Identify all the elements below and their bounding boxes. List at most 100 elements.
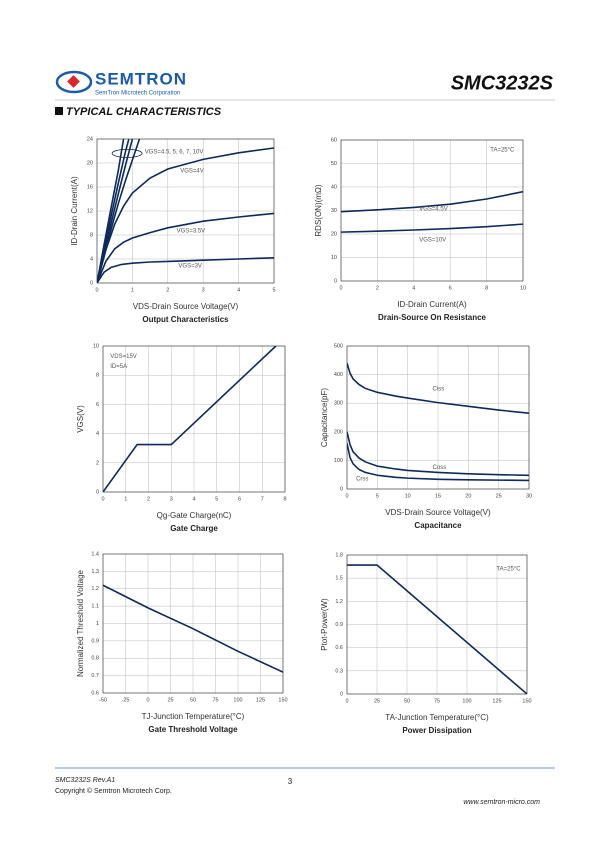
y-tick-label: 0 (340, 691, 343, 697)
footer-revision: SMC3232S Rev.A1 (55, 777, 115, 784)
x-tick-label: 10 (405, 493, 411, 499)
x-tick-label: 10 (520, 285, 526, 291)
plot-frame (346, 554, 528, 695)
x-tick-label: 0 (345, 698, 348, 704)
y-axis-label: ID-Drain Current(A) (70, 176, 79, 246)
x-tick-label: 5 (376, 493, 379, 499)
chart-title: Gate Charge (170, 524, 218, 533)
x-tick-label: 25 (496, 493, 502, 499)
y-tick-label: 60 (331, 137, 337, 143)
x-tick-label: 20 (465, 493, 471, 499)
y-tick-label: 0.7 (91, 673, 99, 679)
y-axis-label: Ptot-Power(W) (320, 598, 329, 651)
y-tick-label: 2 (96, 460, 99, 466)
y-tick-label: 4 (90, 256, 93, 262)
y-tick-label: 1.2 (335, 599, 343, 605)
data-line (347, 443, 529, 482)
y-tick-label: 8 (96, 373, 99, 379)
y-tick-label: 10 (93, 343, 99, 349)
x-tick-label: 6 (449, 285, 452, 291)
chart-title: Gate Threshold Voltage (148, 725, 238, 734)
data-line (341, 223, 523, 233)
y-tick-label: 1.8 (335, 552, 343, 558)
x-axis-label: TJ-Junction Temperature(°C) (142, 712, 245, 721)
x-tick-label: 0 (345, 493, 348, 499)
series-label: VGS=4.5V (419, 207, 448, 213)
x-axis-label: VDS-Drain Source Voltage(V) (133, 302, 239, 311)
x-tick-label: 7 (261, 496, 264, 502)
footer-url: www.semtron-micro.com (463, 799, 540, 806)
annotation: TA=25°C (490, 147, 515, 153)
data-line (97, 147, 274, 283)
y-tick-label: 1 (96, 621, 99, 627)
x-tick-label: 100 (462, 698, 471, 704)
y-tick-label: 20 (331, 231, 337, 237)
y-tick-label: 0 (334, 278, 337, 284)
x-tick-label: 30 (526, 493, 532, 499)
chart-title: Output Characteristics (142, 315, 229, 324)
y-tick-label: 0 (90, 280, 93, 286)
y-tick-label: 200 (334, 429, 343, 435)
y-tick-label: 1.2 (91, 586, 99, 592)
x-axis-label: Qg-Gate Charge(nC) (157, 511, 232, 520)
data-line (97, 257, 274, 283)
x-tick-label: 0 (101, 496, 104, 502)
x-tick-label: -25 (122, 697, 130, 703)
x-tick-label: 0 (95, 287, 98, 293)
x-axis-label: VDS-Drain Source Voltage(V) (385, 508, 491, 517)
series-label: VGS=4V (180, 168, 204, 174)
x-tick-label: 2 (376, 285, 379, 291)
y-tick-label: 1.3 (91, 569, 99, 575)
series-label: VGS=3V (178, 263, 202, 269)
x-tick-label: 2 (166, 287, 169, 293)
annotation: VDS=15V (110, 354, 137, 360)
series-label: Coss (433, 465, 447, 471)
x-tick-label: 1 (124, 496, 127, 502)
x-axis-label: ID-Drain Current(A) (397, 300, 467, 309)
y-tick-label: 30 (331, 208, 337, 214)
y-tick-label: 0.9 (91, 638, 99, 644)
y-tick-label: 0.6 (91, 690, 99, 696)
plot-frame (102, 345, 286, 493)
x-tick-label: 2 (147, 496, 150, 502)
y-tick-label: 40 (331, 184, 337, 190)
x-tick-label: 4 (192, 496, 195, 502)
plot-frame (102, 553, 284, 694)
series-label: VGS=4.5, 5, 6, 7, 10V (145, 150, 204, 156)
x-tick-label: 75 (212, 697, 218, 703)
y-axis-label: VGS(V) (76, 405, 85, 433)
data-line (341, 190, 523, 213)
y-tick-label: 0.8 (91, 656, 99, 662)
chart-title: Capacitance (414, 521, 462, 530)
y-tick-label: 0.9 (335, 622, 343, 628)
x-tick-label: 1 (131, 287, 134, 293)
y-tick-label: 12 (87, 208, 93, 214)
y-tick-label: 24 (87, 136, 93, 142)
logo-ring (55, 70, 93, 94)
company-subtitle: SemTron Microtech Corporation (95, 91, 180, 97)
y-tick-label: 0 (96, 489, 99, 495)
x-tick-label: 125 (492, 698, 501, 704)
x-tick-label: 15 (435, 493, 441, 499)
part-number: SMC3232S (451, 72, 554, 94)
x-tick-label: 150 (278, 697, 287, 703)
y-tick-label: 6 (96, 402, 99, 408)
plot-frame (346, 345, 530, 490)
chart-title: Drain-Source On Resistance (378, 313, 487, 322)
y-tick-label: 20 (87, 160, 93, 166)
x-tick-label: 100 (233, 697, 242, 703)
y-tick-label: 1.1 (91, 604, 99, 610)
x-tick-label: 25 (374, 698, 380, 704)
y-tick-label: 500 (334, 343, 343, 349)
y-tick-label: 0.3 (335, 668, 343, 674)
x-tick-label: -50 (99, 697, 107, 703)
x-tick-label: 0 (339, 285, 342, 291)
y-tick-label: 400 (334, 372, 343, 378)
y-tick-label: 4 (96, 431, 99, 437)
y-tick-label: 16 (87, 184, 93, 190)
series-label: Ciss (433, 386, 445, 392)
y-axis-label: RDS(ON)(mΩ) (314, 184, 323, 237)
section-title: TYPICAL CHARACTERISTICS (66, 106, 222, 118)
annotation: TA=25°C (496, 566, 521, 572)
